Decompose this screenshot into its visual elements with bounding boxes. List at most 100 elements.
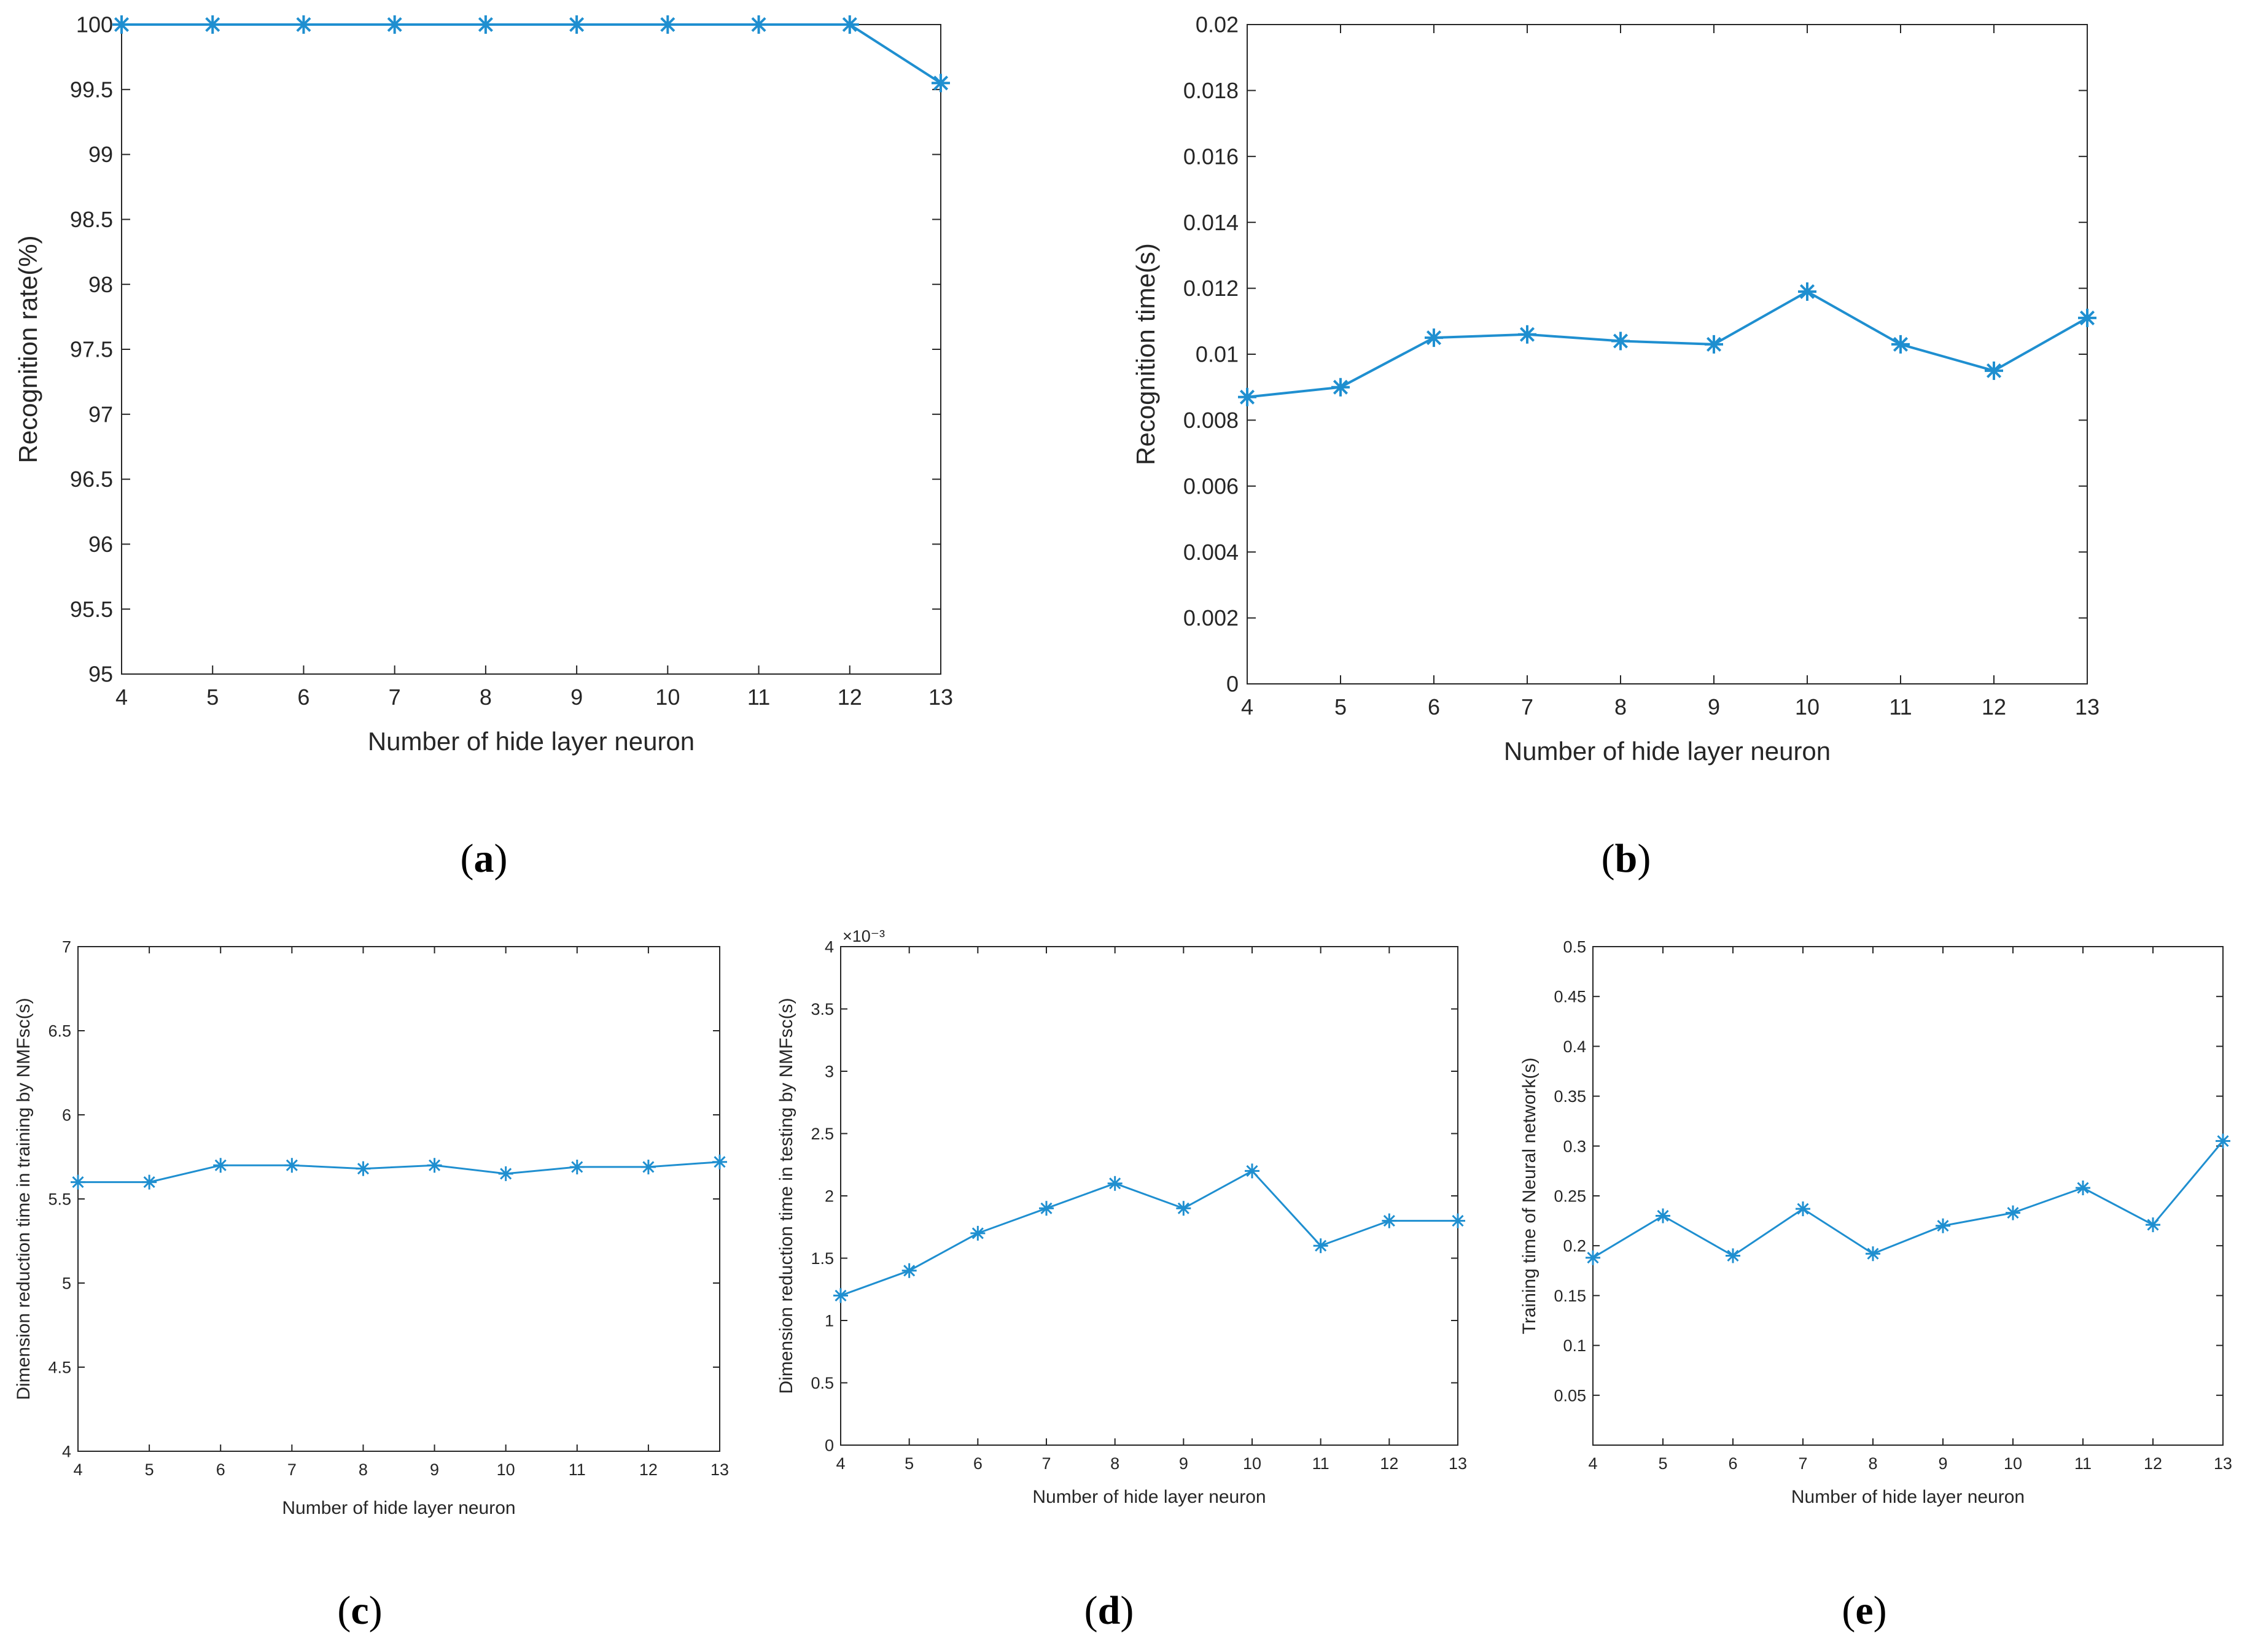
data-point-marker (385, 15, 404, 34)
panel-label: (c) (337, 1588, 382, 1633)
x-tick-label: 11 (747, 684, 770, 710)
x-tick-label: 4 (1241, 694, 1253, 719)
data-point-marker (840, 15, 859, 34)
data-point-marker (2146, 1217, 2160, 1233)
x-tick-label: 4 (115, 684, 128, 710)
x-tick-label: 6 (1428, 694, 1440, 719)
data-point-marker (712, 1154, 727, 1169)
y-tick-label: 6.5 (48, 1022, 71, 1040)
x-tick-label: 9 (570, 684, 583, 710)
y-tick-label: 0.5 (1563, 937, 1586, 956)
data-point-marker (569, 1159, 585, 1174)
y-axis-label: Dimension reduction time in testing by N… (776, 998, 796, 1394)
data-point-marker (1039, 1201, 1054, 1216)
series-markers (1238, 282, 2096, 406)
x-tick-label: 9 (1938, 1454, 1947, 1473)
x-tick-label: 8 (1614, 694, 1627, 719)
data-point-marker (284, 1158, 300, 1173)
y-axis-label: Recognition time(s) (1131, 243, 1160, 465)
y-tick-label: 0.25 (1554, 1187, 1586, 1205)
panel-label-close-paren: ) (494, 836, 508, 881)
x-tick-label: 6 (1728, 1454, 1737, 1473)
y-tick-label: 97 (88, 401, 113, 427)
panel-label-letter: e (1855, 1588, 1873, 1633)
series-line (1592, 1140, 2224, 1258)
series-line (122, 23, 942, 84)
y-tick-label: 7 (62, 937, 71, 956)
y-tick-label: 0.014 (1183, 210, 1239, 235)
panel-label-letter: d (1098, 1588, 1121, 1633)
x-tick-label: 10 (2004, 1454, 2022, 1473)
x-tick-label: 11 (1889, 694, 1912, 719)
x-tick-label: 9 (1179, 1454, 1188, 1473)
series-line (840, 1169, 1458, 1297)
y-axis-ticks: 95 95.5 96 96.5 97 97.5 98 98.5 99 99.5 100 (70, 12, 941, 687)
y-tick-label: 0.3 (1563, 1137, 1586, 1155)
data-point-marker (932, 74, 950, 93)
x-axis-label: Number of hide layer neuron (282, 1498, 515, 1518)
x-axis-label: Number of hide layer neuron (1504, 737, 1831, 766)
series-markers (833, 1163, 1465, 1303)
panel-label-open-paren: ( (461, 836, 474, 881)
y-axis-label: Dimension reduction time in training by … (14, 998, 34, 1400)
y-tick-label: 97.5 (70, 337, 113, 362)
x-tick-label: 12 (1982, 694, 2006, 719)
y-tick-label: 2.5 (811, 1125, 834, 1143)
x-tick-label: 12 (1380, 1454, 1398, 1473)
data-point-marker (1611, 332, 1630, 351)
x-tick-label: 10 (497, 1460, 515, 1479)
series-markers (71, 1154, 727, 1190)
panel-label-open-paren: ( (1084, 1588, 1098, 1633)
y-tick-label: 0.006 (1183, 473, 1239, 498)
data-point-marker (427, 1158, 442, 1173)
data-point-marker (1313, 1238, 1328, 1254)
series-markers (1586, 1133, 2230, 1265)
y-tick-label: 0.5 (811, 1374, 834, 1392)
data-point-marker (2006, 1205, 2020, 1220)
x-tick-label: 5 (145, 1460, 154, 1479)
panel-label-close-paren: ) (1637, 836, 1651, 881)
data-point-marker (203, 15, 222, 34)
panel-label-open-paren: ( (337, 1588, 351, 1633)
y-axis-exponent-label: ×10⁻³ (843, 927, 885, 945)
y-axis-ticks: 0 0.5 1 1.5 2 2.5 3 3.5 4 (811, 937, 1458, 1454)
x-tick-label: 13 (1449, 1454, 1467, 1473)
panel-label: (b) (1602, 836, 1651, 881)
x-tick-label: 12 (639, 1460, 658, 1479)
data-point-marker (1176, 1201, 1191, 1216)
x-tick-label: 5 (1334, 694, 1347, 719)
x-tick-label: 13 (2075, 694, 2100, 719)
y-tick-label: 0.2 (1563, 1237, 1586, 1255)
x-tick-label: 11 (569, 1460, 586, 1479)
y-axis-ticks: 4 4.5 5 5.5 6 6.5 7 (48, 937, 720, 1460)
x-axis-ticks: 4 5 6 7 8 9 10 11 12 13 (836, 947, 1467, 1473)
data-point-marker (1705, 335, 1723, 354)
x-tick-label: 8 (1868, 1454, 1877, 1473)
y-tick-label: 0.35 (1554, 1087, 1586, 1106)
x-tick-label: 13 (928, 684, 953, 710)
data-point-marker (1726, 1248, 1740, 1263)
y-tick-label: 0.45 (1554, 988, 1586, 1006)
x-tick-label: 6 (297, 684, 309, 710)
y-tick-label: 1 (825, 1311, 834, 1330)
data-point-marker (1891, 335, 1910, 354)
data-point-marker (1450, 1213, 1465, 1228)
x-tick-label: 7 (1798, 1454, 1807, 1473)
data-point-marker (1425, 328, 1443, 347)
y-tick-label: 0.012 (1183, 276, 1239, 301)
y-tick-label: 98 (88, 272, 113, 297)
panel-label-close-paren: ) (369, 1588, 383, 1633)
y-tick-label: 96.5 (70, 467, 113, 492)
x-axis-ticks: 4 5 6 7 8 9 10 11 12 13 (115, 25, 953, 710)
y-tick-label: 98.5 (70, 207, 113, 232)
series-line (78, 1161, 720, 1184)
panel-label-open-paren: ( (1602, 836, 1615, 881)
y-tick-label: 99 (88, 142, 113, 167)
data-point-marker (2216, 1133, 2230, 1149)
panel-label: (a) (461, 836, 508, 881)
panel-label-letter: a (474, 836, 494, 881)
y-tick-label: 0.1 (1563, 1336, 1586, 1355)
x-tick-label: 5 (1658, 1454, 1667, 1473)
y-tick-label: 0.01 (1196, 342, 1239, 367)
